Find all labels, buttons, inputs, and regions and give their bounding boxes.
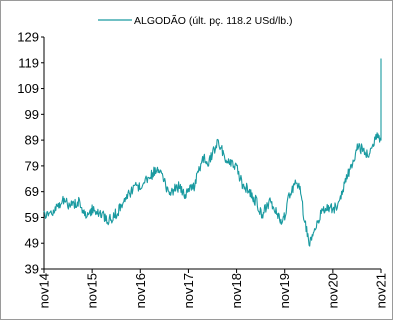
x-tick-label: nov19 <box>277 273 292 308</box>
axes: 39 49 59 69 79 89 99 109 119 129 nov14 nov15 nov16 no… <box>17 30 388 309</box>
x-tick-label: nov21 <box>374 273 389 308</box>
plot-area <box>43 58 382 247</box>
x-tick-label: nov15 <box>85 273 100 308</box>
y-tick-label: 119 <box>18 55 39 70</box>
y-tick-label: 79 <box>25 158 39 173</box>
x-tick-label: nov20 <box>325 273 340 308</box>
x-tick-label: nov17 <box>181 273 196 308</box>
x-tick-label: nov18 <box>229 273 244 308</box>
y-tick-label: 49 <box>25 236 39 251</box>
y-tick-label: 59 <box>25 210 39 225</box>
legend-label: ALGODÃO (últ. pç. 118.2 USd/lb.) <box>134 14 293 27</box>
y-tick-label: 129 <box>17 30 39 45</box>
x-tick-label: nov16 <box>133 273 148 308</box>
y-tick-label: 39 <box>25 262 39 277</box>
y-tick-label: 99 <box>25 107 39 122</box>
x-tick-label: nov14 <box>37 273 52 308</box>
cotton-price-line <box>43 58 382 247</box>
y-tick-label: 89 <box>25 133 39 148</box>
legend: ALGODÃO (últ. pç. 118.2 USd/lb.) <box>98 14 293 27</box>
y-tick-label: 109 <box>17 81 39 96</box>
y-tick-label: 69 <box>25 184 39 199</box>
